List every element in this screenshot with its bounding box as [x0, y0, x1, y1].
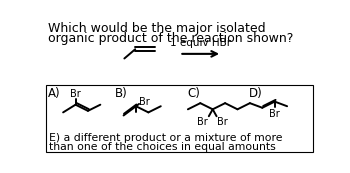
Text: Br: Br [139, 97, 150, 107]
Text: C): C) [187, 87, 200, 100]
Text: D): D) [249, 87, 263, 100]
Text: Br: Br [270, 109, 280, 119]
Text: Which would be the major isolated: Which would be the major isolated [48, 22, 266, 35]
Text: A): A) [48, 87, 61, 100]
Text: E) a different product or a mixture of more: E) a different product or a mixture of m… [49, 133, 283, 143]
Text: B): B) [115, 87, 128, 100]
Text: 1 equiv HBr: 1 equiv HBr [170, 38, 231, 48]
Text: Br: Br [197, 117, 208, 127]
Text: than one of the choices in equal amounts: than one of the choices in equal amounts [49, 142, 276, 152]
Text: Br: Br [217, 117, 228, 127]
Text: organic product of the reaction shown?: organic product of the reaction shown? [48, 32, 294, 45]
FancyBboxPatch shape [46, 85, 313, 152]
Text: Br: Br [70, 89, 81, 99]
